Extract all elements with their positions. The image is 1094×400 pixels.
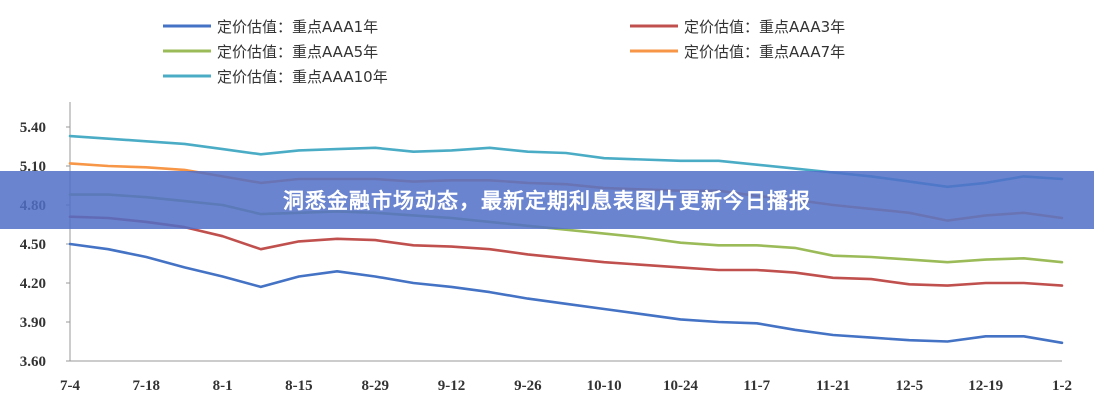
- legend-label-1: 定价估值：重点AAA3年: [684, 18, 845, 36]
- x-tick-label: 12-5: [896, 378, 924, 394]
- x-tick-label: 11-7: [743, 378, 770, 394]
- series-line-1: [68, 215, 1064, 287]
- y-tick-labels: 3.603.904.204.504.805.105.40: [20, 120, 70, 370]
- x-tick-label: 9-26: [514, 378, 542, 394]
- x-tick-label: 10-10: [587, 378, 622, 394]
- x-tick-label: 12-19: [968, 378, 1003, 394]
- x-tick-label: 9-12: [438, 378, 466, 394]
- x-tick-label: 8-1: [213, 378, 233, 394]
- legend-label-0: 定价估值：重点AAA1年: [217, 18, 378, 36]
- x-tick-label: 1-2: [1052, 378, 1072, 394]
- y-tick-label: 3.90: [20, 315, 46, 331]
- x-tick-label: 8-29: [361, 378, 389, 394]
- x-tick-labels: 7-4 7-18 8-1 8-15 8-29 9-12 9-26 10-10 10-24 11-7…: [60, 378, 1072, 394]
- series-line-0: [68, 242, 1064, 345]
- legend-label-4: 定价估值：重点AAA10年: [217, 68, 388, 86]
- legend-label-3: 定价估值：重点AAA7年: [684, 43, 845, 61]
- plot-area: 3.603.904.204.504.805.105.40 7-47-188-18…: [20, 102, 1072, 394]
- y-tick-label: 4.50: [20, 237, 46, 253]
- y-tick-label: 3.60: [20, 354, 46, 370]
- x-tick-label: 10-24: [663, 378, 698, 394]
- headline-text: 洞悉金融市场动态，最新定期利息表图片更新今日播报: [283, 189, 811, 213]
- x-tick-label: 11-21: [816, 378, 850, 394]
- x-tick-label: 7-4: [60, 378, 80, 394]
- legend-label-2: 定价估值：重点AAA5年: [217, 43, 378, 61]
- x-tick-label: 7-18: [133, 378, 161, 394]
- y-tick-label: 5.40: [20, 120, 46, 136]
- headline-banner: 洞悉金融市场动态，最新定期利息表图片更新今日播报: [0, 171, 1094, 229]
- x-tick-label: 8-15: [285, 378, 313, 394]
- y-tick-label: 4.20: [20, 276, 46, 292]
- series-lines: [68, 134, 1064, 345]
